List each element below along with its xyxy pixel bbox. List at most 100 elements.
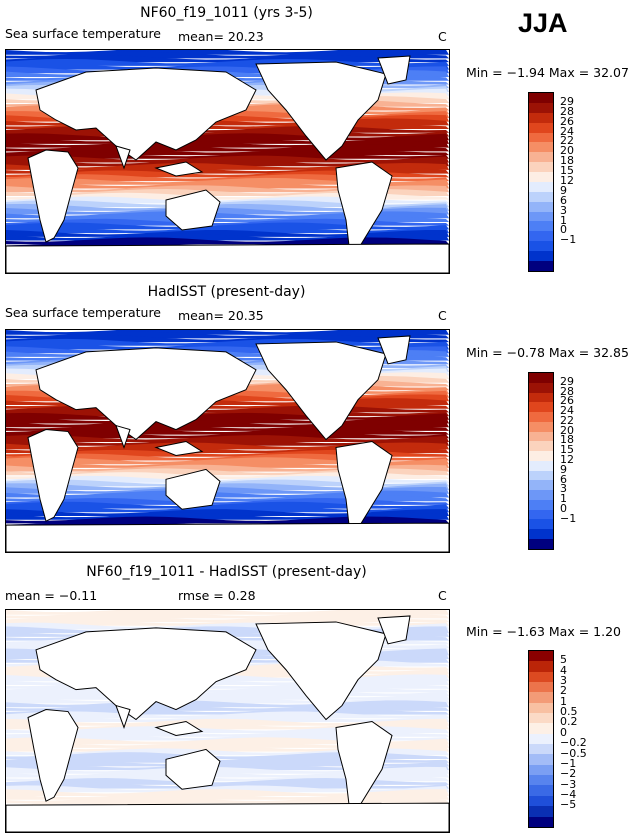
colorbar-swatch (529, 181, 553, 192)
landmass (255, 341, 387, 441)
colorbar-swatch (529, 102, 553, 113)
colorbar-label: 1 (560, 492, 567, 506)
colorbar-swatch (529, 671, 553, 683)
colorbar-label: 20 (560, 423, 574, 437)
colorbar-swatch (529, 412, 553, 422)
panel1-map-svg (6, 50, 449, 273)
panel1-coastlines (6, 55, 449, 273)
contour-band (6, 431, 449, 439)
contour-band (6, 155, 449, 163)
contour-band (6, 781, 449, 789)
colorbar-swatch (529, 211, 553, 222)
colorbar-label: 18 (560, 154, 574, 168)
landmass (27, 709, 79, 802)
colorbar-swatch (529, 702, 553, 714)
colorbar-swatch (529, 480, 553, 491)
colorbar-swatch (529, 142, 553, 153)
panel2-map (5, 329, 450, 553)
colorbar-swatch (529, 392, 553, 403)
landmass (115, 424, 131, 449)
contour-band (6, 498, 449, 505)
colorbar-label: −3 (560, 777, 577, 791)
panel1-colorbar (528, 92, 554, 272)
contour-band (6, 501, 449, 509)
colorbar-label: −1 (560, 233, 577, 247)
panel1-map (5, 49, 450, 274)
panel2-map-svg (6, 330, 449, 552)
colorbar-swatch (529, 221, 553, 232)
colorbar-swatch (529, 775, 553, 786)
colorbar-swatch (529, 112, 553, 123)
colorbar-label: 5 (560, 653, 567, 667)
colorbar-swatch (529, 785, 553, 796)
colorbar-label: 0.2 (560, 715, 578, 729)
panel2-colorbar (528, 372, 554, 550)
panel2-minmax: Min = −0.78 Max = 32.85 (466, 345, 629, 360)
colorbar-swatch (529, 682, 553, 693)
landmass (35, 67, 257, 161)
colorbar-swatch (529, 421, 553, 432)
landmass (255, 621, 387, 721)
contour-band (6, 483, 449, 491)
colorbar-label: 3 (560, 203, 567, 217)
season-label: JJA (518, 8, 568, 38)
landmass (115, 704, 131, 729)
colorbar-swatch (529, 132, 553, 143)
colorbar-swatch (529, 162, 553, 172)
contour-band (6, 479, 449, 487)
panel2-variable: Sea surface temperature (5, 305, 161, 320)
landmass (27, 429, 79, 522)
landmass (35, 347, 257, 441)
contour-band (6, 505, 449, 513)
panel2-mean: mean= 20.35 (178, 308, 264, 323)
landmass (165, 748, 221, 790)
landmass (115, 145, 131, 170)
colorbar-swatch (529, 744, 553, 755)
colorbar-label: 26 (560, 114, 574, 128)
colorbar-label: −0.2 (560, 736, 587, 750)
colorbar-label: 24 (560, 124, 574, 138)
landmass (6, 802, 449, 832)
colorbar-swatch (529, 382, 553, 393)
landmass (165, 468, 221, 510)
panel3-minmax: Min = −1.63 Max = 1.20 (466, 624, 621, 639)
panel3-coastlines (6, 615, 449, 832)
contour-band (6, 759, 449, 767)
colorbar-label: 26 (560, 394, 574, 408)
panel1-variable: Sea surface temperature (5, 26, 161, 41)
colorbar-label: 0 (560, 725, 567, 739)
panel2-title: HadISST (present-day) (147, 284, 306, 300)
colorbar-swatch (529, 431, 553, 442)
panel2-coastlines (6, 335, 449, 552)
colorbar-label: 12 (560, 453, 574, 466)
colorbar-swatch (529, 152, 553, 163)
colorbar-label: −1 (560, 756, 577, 770)
landmass (6, 243, 449, 273)
colorbar-swatch (529, 201, 553, 212)
contour-band (6, 778, 449, 785)
panel3-map (5, 609, 450, 833)
landmass (27, 149, 79, 243)
contour-band (6, 200, 449, 208)
landmass (35, 627, 257, 721)
colorbar-label: 3 (560, 482, 567, 496)
colorbar-swatch (529, 373, 553, 383)
landmass (165, 189, 221, 231)
colorbar-swatch (529, 441, 553, 452)
contour-band (6, 203, 449, 211)
panel2-units: C (438, 308, 447, 323)
landmass (154, 440, 204, 456)
colorbar-swatch (529, 470, 553, 481)
colorbar-label: 0 (560, 501, 567, 515)
colorbar-swatch (529, 402, 553, 413)
colorbar-label: 6 (560, 193, 567, 207)
contour-band (6, 789, 449, 796)
panel1-units: C (438, 29, 447, 44)
contour-band (6, 159, 449, 167)
colorbar-label: −2 (560, 767, 577, 781)
landmass (154, 161, 204, 177)
colorbar-swatch (529, 754, 553, 765)
colorbar-label: 29 (560, 374, 574, 388)
colorbar-label: 2 (560, 684, 567, 698)
colorbar-label: 22 (560, 134, 574, 148)
